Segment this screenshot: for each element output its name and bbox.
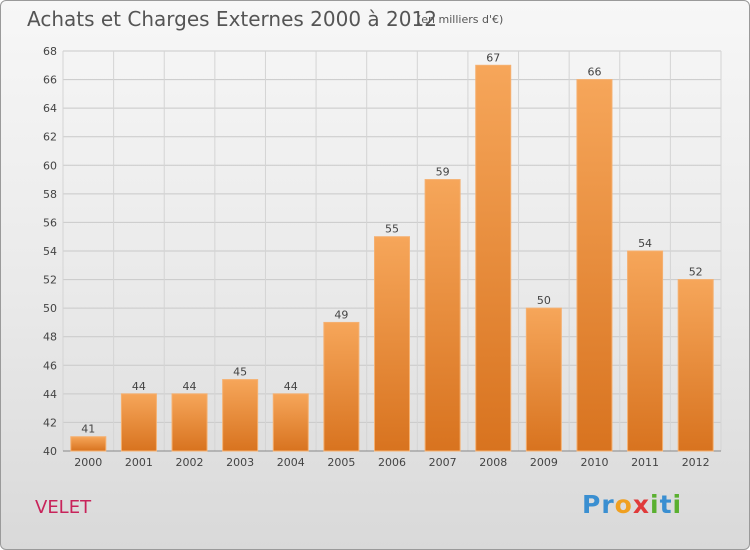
x-tick-label: 2005 <box>327 456 355 469</box>
y-tick-label: 44 <box>43 388 57 401</box>
proxiti-logo: Proxiti <box>582 490 682 519</box>
y-tick-label: 66 <box>43 74 57 87</box>
logo-letter: i <box>650 490 660 519</box>
y-tick-label: 62 <box>43 131 57 144</box>
data-label-2004: 44 <box>284 380 298 393</box>
bar-2001 <box>120 393 157 452</box>
logo-letter: o <box>614 490 633 519</box>
bar-2000 <box>70 436 107 452</box>
data-label-2009: 50 <box>537 294 551 307</box>
x-tick-label: 2000 <box>74 456 102 469</box>
y-tick-label: 50 <box>43 302 57 315</box>
x-tick-label: 2002 <box>176 456 204 469</box>
bars-layer <box>70 64 714 452</box>
x-tick-label: 2003 <box>226 456 254 469</box>
y-tick-label: 42 <box>43 416 57 429</box>
x-tick-label: 2009 <box>530 456 558 469</box>
chart-subtitle: (en milliers d'€) <box>417 13 504 26</box>
bar-2004 <box>272 393 309 452</box>
x-tick-label: 2006 <box>378 456 406 469</box>
y-tick-label: 58 <box>43 188 57 201</box>
bar-2005 <box>323 321 360 452</box>
y-tick-label: 64 <box>43 102 57 115</box>
y-tick-label: 52 <box>43 274 57 287</box>
logo-letter: t <box>659 490 673 519</box>
x-tick-label: 2010 <box>580 456 608 469</box>
x-tick-label: 2007 <box>429 456 457 469</box>
bar-2009 <box>525 307 562 452</box>
data-label-2000: 41 <box>81 423 95 436</box>
data-label-2003: 45 <box>233 366 247 379</box>
data-label-2011: 54 <box>638 237 652 250</box>
bar-2011 <box>627 250 664 452</box>
y-tick-label: 46 <box>43 359 57 372</box>
bar-2012 <box>677 279 714 452</box>
commune-name: VELET <box>35 497 92 518</box>
logo-letter: P <box>582 490 602 519</box>
y-tick-label: 68 <box>43 45 57 58</box>
x-tick-label: 2008 <box>479 456 507 469</box>
x-tick-label: 2011 <box>631 456 659 469</box>
data-label-2007: 59 <box>436 166 450 179</box>
bar-2006 <box>374 236 410 452</box>
y-tick-label: 48 <box>43 331 57 344</box>
bar-2002 <box>171 393 208 452</box>
bar-2008 <box>475 64 512 452</box>
bar-2003 <box>222 379 259 452</box>
bar-2010 <box>576 79 613 452</box>
y-tick-label: 40 <box>43 445 57 458</box>
data-label-2002: 44 <box>183 380 197 393</box>
chart-title: Achats et Charges Externes 2000 à 2012 <box>27 7 437 31</box>
y-tick-label: 54 <box>43 245 57 258</box>
data-label-2008: 67 <box>486 51 500 64</box>
data-label-2005: 49 <box>334 308 348 321</box>
data-label-2010: 66 <box>587 66 601 79</box>
x-tick-label: 2001 <box>125 456 153 469</box>
logo-letter: x <box>632 490 650 519</box>
bar-2007 <box>424 179 461 452</box>
data-label-2001: 44 <box>132 380 146 393</box>
data-label-2012: 52 <box>689 266 703 279</box>
logo-letter: r <box>601 490 615 519</box>
y-tick-label: 56 <box>43 216 57 229</box>
logo-letter: i <box>672 490 683 519</box>
x-tick-label: 2004 <box>277 456 305 469</box>
data-label-2006: 55 <box>385 223 399 236</box>
y-tick-label: 60 <box>43 159 57 172</box>
x-tick-label: 2012 <box>682 456 710 469</box>
labels-layer: 40 42 44 46 48 50 52 54 56 58 60 62 64 66 68 41 2000 44 20… <box>43 45 710 469</box>
